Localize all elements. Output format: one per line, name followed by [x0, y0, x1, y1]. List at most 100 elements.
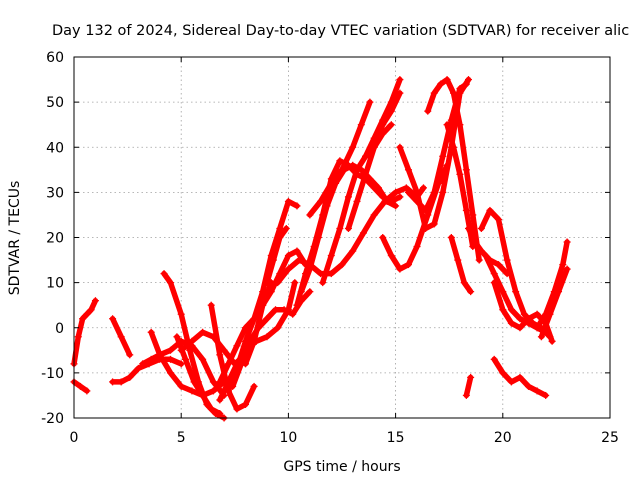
data-point-marker [430, 188, 438, 196]
data-point-marker [362, 170, 370, 178]
data-point-marker [404, 261, 412, 269]
data-point-marker [533, 324, 541, 332]
y-tick-label: 50 [46, 95, 64, 111]
data-point-marker [563, 265, 571, 273]
y-tick-label: 60 [46, 50, 64, 66]
data-point-marker [392, 188, 400, 196]
x-tick-label: 0 [70, 430, 79, 446]
data-point-marker [109, 378, 117, 386]
data-point-marker [396, 76, 404, 84]
data-point-marker [177, 337, 185, 345]
data-point-marker [449, 143, 457, 151]
data-point-marker [533, 387, 541, 395]
data-point-marker [79, 315, 87, 323]
data-point-marker [233, 405, 241, 413]
data-point-marker [516, 324, 524, 332]
data-point-marker [87, 306, 95, 314]
data-point-marker [209, 333, 217, 341]
data-point-marker [280, 306, 288, 314]
data-point-marker [486, 256, 494, 264]
data-point-marker [126, 373, 134, 381]
data-point-marker [486, 206, 494, 214]
data-point-marker [516, 373, 524, 381]
data-point-marker [293, 301, 301, 309]
data-point-marker [188, 337, 196, 345]
data-point-marker [469, 211, 477, 219]
data-point-marker [216, 409, 224, 417]
data-point-marker [302, 270, 310, 278]
y-tick-label: 40 [46, 140, 64, 156]
data-point-marker [507, 378, 515, 386]
x-axis-label: GPS time / hours [283, 459, 400, 475]
data-point-marker [447, 234, 455, 241]
series-arc-8 [148, 329, 227, 399]
data-point-marker [353, 166, 361, 174]
data-point-marker [495, 261, 503, 269]
data-point-marker [374, 184, 382, 192]
data-point-marker [387, 252, 395, 260]
data-point-marker [490, 355, 498, 363]
data-point-marker [216, 378, 224, 386]
data-point-marker [499, 369, 507, 377]
data-point-marker [254, 324, 262, 332]
series-arc-18 [294, 158, 403, 308]
data-point-marker [306, 288, 314, 296]
data-point-marker [310, 243, 318, 251]
data-point-marker [207, 301, 215, 309]
data-point-marker [147, 328, 155, 336]
y-tick-label: 0 [55, 321, 64, 337]
data-point-marker [336, 224, 344, 232]
data-point-marker [563, 238, 571, 246]
data-point-marker [109, 315, 117, 323]
data-point-marker [447, 116, 455, 124]
data-point-marker [422, 206, 430, 214]
data-point-marker [276, 270, 284, 278]
data-point-marker [293, 247, 301, 255]
data-point-marker [430, 89, 438, 97]
x-tick-label: 15 [387, 430, 405, 446]
data-point-marker [284, 197, 292, 205]
data-point-marker [199, 328, 207, 336]
series-arc-15 [242, 279, 274, 367]
data-point-marker [327, 252, 335, 260]
data-point-marker [454, 256, 462, 264]
data-point-marker [147, 355, 155, 363]
data-point-marker [349, 247, 357, 255]
data-traces [71, 76, 570, 421]
data-point-marker [456, 170, 464, 178]
data-point-marker [267, 252, 275, 260]
data-point-marker [177, 310, 185, 318]
data-point-marker [177, 382, 185, 390]
data-point-marker [424, 211, 432, 219]
y-tick-label: 10 [46, 276, 64, 292]
data-point-marker [203, 400, 211, 408]
data-point-marker [306, 265, 314, 273]
data-point-marker [471, 238, 479, 246]
data-point-marker [284, 252, 292, 260]
data-point-marker [306, 211, 314, 219]
data-point-marker [74, 333, 82, 341]
data-point-marker [349, 143, 357, 151]
data-point-marker [464, 76, 472, 84]
data-point-marker [462, 80, 470, 88]
data-point-marker [209, 378, 217, 386]
data-point-marker [456, 121, 464, 129]
data-point-marker [413, 197, 421, 205]
data-point-marker [366, 175, 374, 183]
data-point-marker [359, 229, 367, 237]
data-point-marker [520, 310, 528, 318]
data-point-marker [272, 306, 280, 314]
data-point-marker [250, 337, 258, 345]
data-point-marker [499, 306, 507, 314]
data-point-marker [404, 188, 412, 196]
x-tick-label: 10 [279, 430, 297, 446]
data-point-marker [430, 220, 438, 228]
y-tick-label: -20 [41, 411, 64, 427]
data-point-marker [439, 152, 447, 160]
data-point-marker [199, 391, 207, 399]
data-point-marker [379, 234, 387, 241]
data-point-marker [293, 202, 301, 210]
data-point-marker [291, 279, 299, 287]
data-point-marker [413, 243, 421, 251]
data-point-marker [186, 346, 194, 354]
